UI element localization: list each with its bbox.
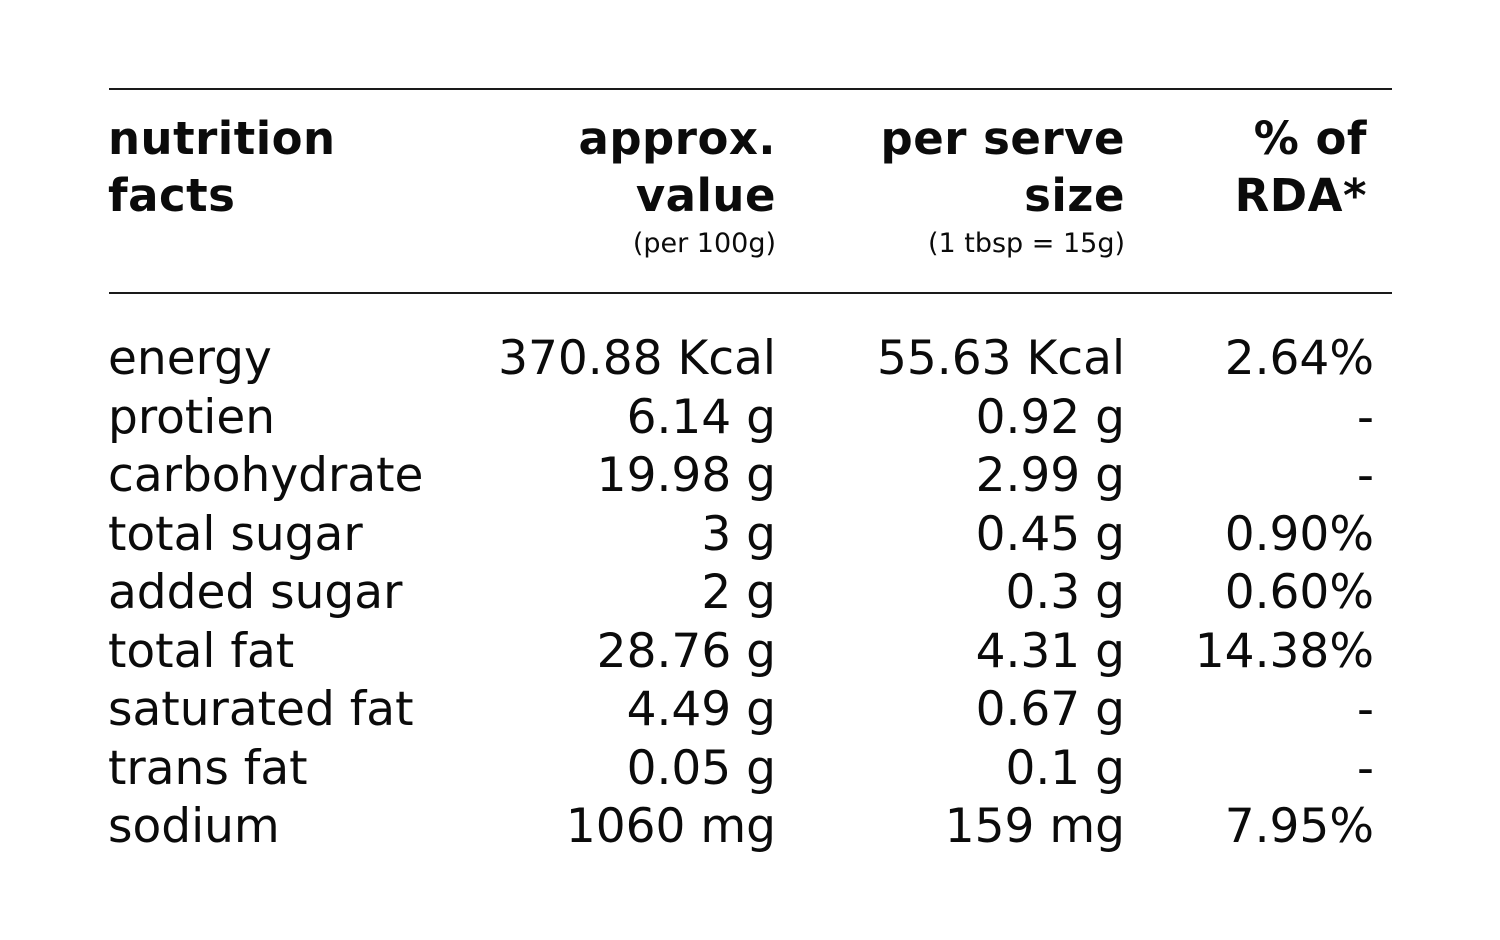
value-per-100g: 2 g [701, 565, 776, 620]
table-row: trans fat 0.05 g 0.1 g - [0, 740, 1500, 799]
value-per-100g: 370.88 Kcal [498, 331, 776, 386]
nutrient-name: saturated fat [108, 682, 414, 737]
value-rda: - [1357, 740, 1374, 796]
header-line: nutrition [108, 112, 336, 165]
header-nutrition-facts: nutrition facts [108, 110, 336, 224]
nutrient-name: total sugar [108, 506, 363, 562]
header-line: size [1024, 169, 1125, 222]
value-per-serve: 0.92 g [975, 389, 1125, 445]
nutrient-name: protien [108, 389, 276, 445]
value-per-serve: 0.1 g [1005, 740, 1125, 796]
value-per-serve: 2.99 g [975, 448, 1125, 503]
value-per-serve: 159 mg [944, 799, 1125, 854]
header-rda: % of RDA* [1235, 110, 1367, 224]
value-per-100g: 28.76 g [596, 623, 776, 679]
table-row: saturated fat 4.49 g 0.67 g - [0, 681, 1500, 740]
value-per-serve: 4.31 g [975, 623, 1125, 679]
header-per-serve-size: per serve size (1 tbsp = 15g) [881, 110, 1125, 264]
nutrient-name: sodium [108, 799, 280, 854]
value-per-100g: 3 g [701, 506, 776, 562]
table-row: sodium 1060 mg 159 mg 7.95% [0, 798, 1500, 857]
value-rda: 7.95% [1224, 799, 1374, 854]
header-line: facts [108, 169, 236, 222]
value-per-serve: 0.45 g [975, 506, 1125, 562]
nutrition-table-body: energy 370.88 Kcal 55.63 Kcal 2.64% prot… [0, 330, 1500, 857]
header-approx-value: approx. value (per 100g) [578, 110, 776, 264]
value-rda: - [1357, 448, 1374, 503]
table-row: total fat 28.76 g 4.31 g 14.38% [0, 623, 1500, 682]
value-per-100g: 4.49 g [626, 682, 776, 737]
header-line: value [635, 169, 776, 222]
value-rda: 14.38% [1194, 623, 1374, 679]
header-line: % of [1253, 112, 1367, 165]
value-rda: 2.64% [1224, 331, 1374, 386]
nutrient-name: energy [108, 331, 272, 386]
nutrient-name: trans fat [108, 740, 308, 796]
header-line: RDA* [1234, 169, 1367, 222]
value-rda: 0.60% [1224, 565, 1374, 620]
table-row: total sugar 3 g 0.45 g 0.90% [0, 506, 1500, 565]
header-subtitle: (1 tbsp = 15g) [927, 228, 1125, 259]
header-divider [109, 292, 1392, 294]
nutrient-name: added sugar [108, 565, 403, 620]
nutrient-name: total fat [108, 623, 295, 679]
value-rda: - [1357, 682, 1374, 737]
value-rda: 0.90% [1224, 506, 1374, 562]
value-per-100g: 0.05 g [626, 740, 776, 796]
value-per-100g: 19.98 g [596, 448, 776, 503]
header-line: per serve [880, 112, 1125, 165]
header-line: approx. [578, 112, 776, 165]
top-divider [109, 88, 1392, 90]
header-subtitle: (per 100g) [632, 228, 776, 259]
table-row: carbohydrate 19.98 g 2.99 g - [0, 447, 1500, 506]
value-per-serve: 0.67 g [975, 682, 1125, 737]
value-per-serve: 55.63 Kcal [876, 331, 1125, 386]
value-rda: - [1357, 389, 1374, 445]
table-row: added sugar 2 g 0.3 g 0.60% [0, 564, 1500, 623]
table-row: energy 370.88 Kcal 55.63 Kcal 2.64% [0, 330, 1500, 389]
value-per-serve: 0.3 g [1005, 565, 1125, 620]
value-per-100g: 1060 mg [565, 799, 776, 854]
nutrient-name: carbohydrate [108, 448, 424, 503]
table-row: protien 6.14 g 0.92 g - [0, 389, 1500, 448]
value-per-100g: 6.14 g [626, 389, 776, 445]
